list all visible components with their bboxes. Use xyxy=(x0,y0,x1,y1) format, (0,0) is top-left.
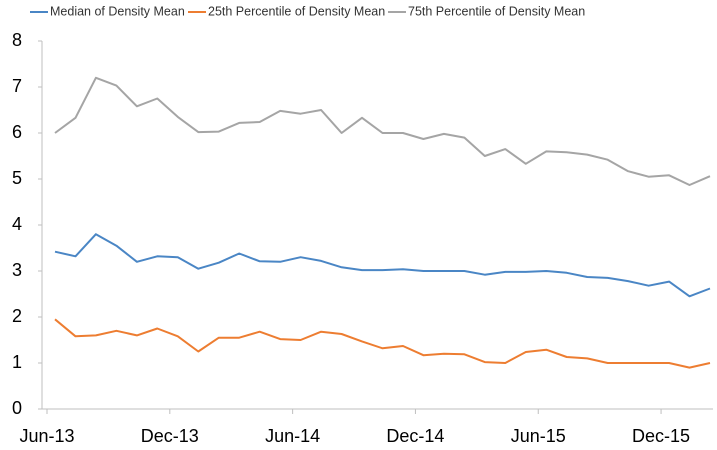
series-line xyxy=(54,76,711,186)
legend-label: 25th Percentile of Density Mean xyxy=(208,4,385,18)
y-tick-label: 0 xyxy=(12,398,22,418)
y-tick-label: 3 xyxy=(12,260,22,280)
y-tick-label: 7 xyxy=(12,76,22,96)
series-line xyxy=(54,233,711,298)
series-line xyxy=(54,318,711,369)
x-tick-label: Dec-15 xyxy=(632,426,690,446)
x-tick-label: Jun-14 xyxy=(265,426,320,446)
y-tick-label: 8 xyxy=(12,30,22,50)
y-tick-label: 1 xyxy=(12,352,22,372)
x-tick-label: Jun-13 xyxy=(19,426,74,446)
x-tick-label: Dec-13 xyxy=(141,426,199,446)
legend-label: Median of Density Mean xyxy=(50,4,185,18)
x-tick-label: Dec-14 xyxy=(386,426,444,446)
legend-label: 75th Percentile of Density Mean xyxy=(408,4,585,18)
y-tick-label: 4 xyxy=(12,214,22,234)
y-tick-label: 6 xyxy=(12,122,22,142)
y-tick-label: 5 xyxy=(12,168,22,188)
x-tick-label: Jun-15 xyxy=(511,426,566,446)
y-tick-label: 2 xyxy=(12,306,22,326)
